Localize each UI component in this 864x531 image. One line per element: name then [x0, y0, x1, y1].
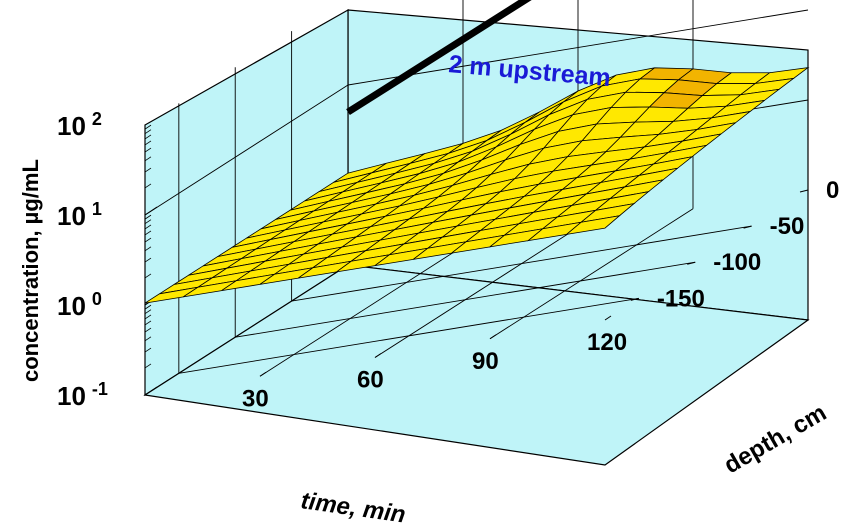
floor-pane [143, 264, 810, 466]
z-tick-label: 10 -1 [57, 379, 108, 411]
z-tick-exponent: -1 [92, 379, 108, 399]
z-tick-label: 10 0 [57, 289, 102, 321]
z-axis-title: concentration, µg/mL [18, 159, 43, 382]
concentration-tick-labels: 10 2 10 1 10 0 10 -1 [57, 109, 108, 411]
z-tick-label: 10 1 [57, 199, 102, 231]
x-axis-title: time, min [299, 487, 407, 528]
y-tick-label: -50 [770, 213, 805, 240]
x-tick-label: 60 [357, 367, 384, 394]
x-tick-label: 120 [587, 329, 627, 356]
z-tick-base: 10 [57, 201, 86, 231]
y-tick-label: -150 [657, 285, 705, 312]
z-tick-exponent: 2 [92, 109, 102, 129]
z-tick-label: 10 2 [57, 109, 102, 141]
x-tick-label: 90 [472, 348, 499, 375]
z-tick-base: 10 [57, 291, 86, 321]
depth-tick-labels: 0 -50 -100 -150 [657, 177, 840, 312]
series-line [346, 0, 532, 116]
z-tick-exponent: 0 [92, 289, 102, 309]
surface-patch [565, 215, 621, 235]
y-axis-title: depth, cm [720, 399, 832, 479]
z-tick-base: 10 [57, 381, 86, 411]
concentration-surface [144, 67, 810, 304]
y-tick-label: -100 [713, 249, 761, 276]
series-line-group [346, 0, 532, 116]
x-tick-label: 30 [242, 385, 269, 412]
z-tick-exponent: 1 [92, 199, 102, 219]
z-tick-base: 10 [57, 111, 86, 141]
y-tick-label: 0 [826, 177, 839, 204]
time-tick-labels: 30 60 90 120 [242, 329, 627, 412]
